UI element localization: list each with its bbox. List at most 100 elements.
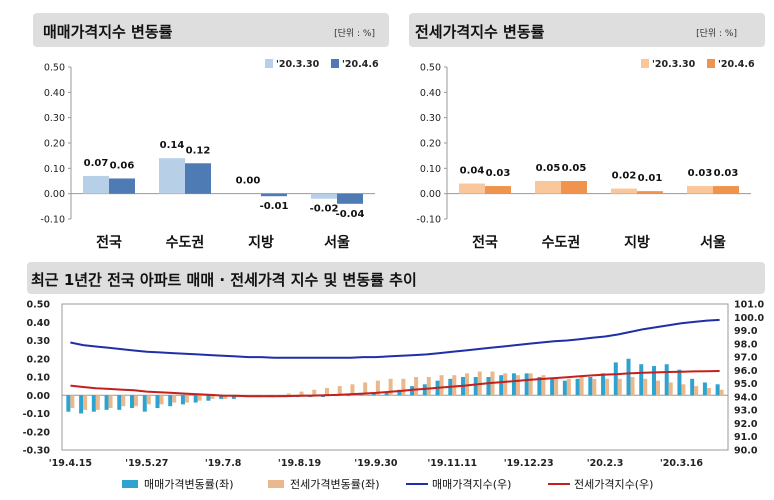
trend-jeonse-change-bar (681, 384, 686, 396)
trend-jeonse-index-line (70, 370, 720, 398)
jeonse-change-panel: 전세가격지수 변동률 [단위 : %] -0.10 0.00 0.10 0.20 0.3… (409, 5, 765, 253)
trend-jeonse-change-bar (426, 377, 431, 396)
trend-jeonse-change-bar (515, 375, 520, 396)
trend-sale-change-bar (193, 395, 198, 403)
sale-category-label: 수도권 (166, 235, 205, 251)
trend-jeonse-change-bar (184, 395, 189, 403)
trend-right-tick-label: 98.0 (734, 339, 758, 350)
trend-sale-change-bar (690, 378, 695, 396)
trend-right-tick-label: 97.0 (734, 353, 758, 364)
sale-y-tick-label: -0.10 (40, 215, 65, 226)
jeonse-bar (535, 181, 561, 194)
sale-value-label: 0.14 (160, 140, 185, 151)
trend-sale-change-bar (231, 395, 236, 399)
trend-sale-change-bar (537, 377, 542, 396)
trend-left-tick-label: -0.30 (23, 446, 51, 457)
trend-jeonse-change-bar (503, 373, 508, 396)
sale-y-tick-label: 0.50 (44, 63, 65, 74)
trend-jeonse-change-bar (83, 395, 88, 410)
trend-legend-label: 매매가격지수(우) (432, 478, 511, 491)
trend-jeonse-change-bar (95, 395, 100, 410)
trend-jeonse-change-bar (528, 373, 533, 396)
trend-jeonse-change-bar (579, 377, 584, 396)
jeonse-y-tick-label: 0.10 (420, 164, 441, 175)
trend-sale-change-bar (79, 395, 84, 414)
trend-jeonse-change-bar (312, 389, 317, 396)
jeonse-y-tick-label: 0.20 (420, 139, 441, 150)
trend-sale-change-bar (639, 364, 644, 396)
trend-title: 최근 1년간 전국 아파트 매매 · 전세가격 지수 및 변동률 추이 (31, 271, 417, 289)
trend-jeonse-change-bar (286, 393, 291, 396)
trend-jeonse-change-bar (719, 389, 724, 396)
trend-jeonse-change-bar (541, 375, 546, 396)
trend-jeonse-change-bar (554, 377, 559, 396)
trend-jeonse-change-bar (337, 386, 342, 396)
trend-sale-change-bar (651, 366, 656, 396)
sale-y-tick-label: 0.40 (44, 88, 65, 99)
jeonse-bar (637, 191, 663, 194)
trend-jeonse-change-bar (197, 395, 202, 401)
trend-x-tick-label: '20.3.16 (660, 458, 704, 469)
trend-jeonse-change-bar (401, 378, 406, 396)
trend-chart: -0.30 -0.20 -0.10 0.00 0.10 0.20 0.30 0.40 0.50 9… (23, 300, 765, 492)
sale-bar (159, 158, 185, 194)
trend-x-tick-label: '19.8.19 (278, 458, 321, 469)
trend-left-tick-label: 0.30 (27, 336, 51, 347)
trend-sale-change-bar (499, 375, 504, 396)
trend-jeonse-change-bar (363, 382, 368, 396)
trend-sale-change-bar (562, 380, 567, 396)
trend-jeonse-change-bar (223, 395, 228, 399)
trend-plot-frame (61, 303, 729, 451)
sale-bar (261, 193, 287, 197)
sale-value-label: 0.06 (110, 160, 135, 171)
trend-sale-change-bar (613, 362, 618, 396)
trend-sale-change-bar (130, 395, 135, 409)
trend-x-tick-label: '19.5.27 (125, 458, 168, 469)
trend-sale-change-bar (142, 395, 147, 412)
trend-x-tick-label: '19.12.23 (504, 458, 554, 469)
trend-sale-change-bar (206, 395, 211, 401)
jeonse-y-tick-label: 0.50 (420, 63, 441, 74)
trend-sale-change-bar (66, 395, 71, 412)
trend-legend-label: 전세가격지수(우) (574, 478, 653, 491)
trend-right-tick-label: 93.0 (734, 406, 758, 417)
jeonse-legend-swatch (641, 59, 649, 68)
trend-right-tick-label: 100.0 (734, 313, 764, 324)
trend-sale-change-bar (601, 373, 606, 396)
trend-jeonse-change-bar (159, 395, 164, 405)
sale-legend-label: '20.4.6 (342, 59, 379, 70)
sale-bar (311, 193, 337, 199)
jeonse-category-label: 서울 (700, 234, 726, 251)
jeonse-change-title: 전세가격지수 변동률 (415, 23, 545, 41)
jeonse-y-tick-label: 0.40 (420, 88, 441, 99)
trend-sale-change-bar (677, 369, 682, 396)
trend-sale-change-bar (155, 395, 160, 409)
trend-jeonse-change-bar (566, 378, 571, 396)
trend-panel: 최근 1년간 전국 아파트 매매 · 전세가격 지수 및 변동률 추이 -0.3… (0, 262, 774, 500)
trend-sale-change-bar (104, 395, 109, 410)
trend-sale-change-bar (168, 395, 173, 407)
sale-y-tick-label: 0.00 (44, 189, 65, 200)
trend-jeonse-change-bar (324, 387, 329, 396)
trend-sale-change-bar (664, 364, 669, 396)
sale-change-chart: -0.10 0.00 0.10 0.20 0.30 0.40 0.50 0.07 0.06 전국 0… (40, 59, 379, 251)
trend-jeonse-change-bar (465, 373, 470, 396)
sale-change-header: 매매가격지수 변동률 [단위 : %] (33, 13, 389, 47)
sale-value-label: 0.12 (186, 145, 211, 156)
trend-jeonse-change-bar (121, 395, 126, 407)
trend-left-tick-label: 0.50 (27, 300, 51, 311)
sale-category-label: 지방 (248, 234, 274, 251)
trend-jeonse-change-bar (375, 380, 380, 396)
trend-sale-change-bar (397, 389, 402, 396)
trend-jeonse-change-bar (70, 395, 75, 409)
trend-sale-change-bar (626, 358, 631, 396)
jeonse-value-label: 0.02 (612, 171, 637, 182)
sale-category-label: 서울 (324, 234, 350, 251)
trend-jeonse-change-bar (134, 395, 139, 407)
jeonse-y-tick-label: 0.00 (420, 189, 441, 200)
trend-sale-change-bar (346, 395, 351, 397)
sale-category-label: 전국 (96, 234, 122, 251)
jeonse-legend-label: '20.3.30 (652, 59, 696, 70)
trend-jeonse-change-bar (108, 395, 113, 409)
jeonse-change-unit: [단위 : %] (696, 29, 737, 39)
